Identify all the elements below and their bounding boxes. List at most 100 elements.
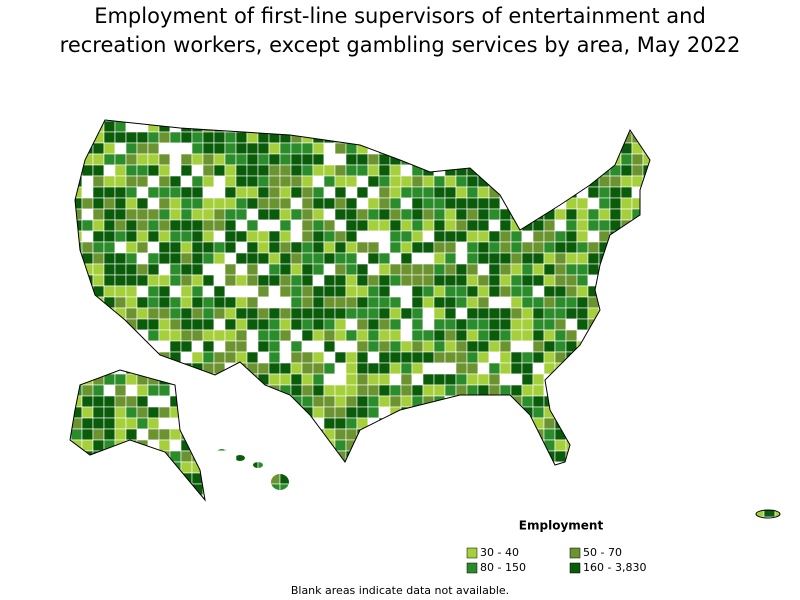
map-area <box>686 142 699 155</box>
map-area <box>114 208 127 221</box>
map-area <box>763 318 776 331</box>
map-area <box>103 131 116 144</box>
map-area <box>389 384 402 397</box>
map-area <box>136 450 149 463</box>
map-area <box>103 483 116 496</box>
map-area <box>686 153 699 166</box>
map-area <box>477 483 490 496</box>
map-area <box>499 340 512 353</box>
map-area <box>741 318 754 331</box>
map-area <box>422 505 435 518</box>
map-area <box>290 307 303 320</box>
map-area <box>510 164 523 177</box>
map-area <box>741 329 754 342</box>
map-area <box>147 274 160 287</box>
map-area <box>257 307 270 320</box>
map-area <box>576 384 589 397</box>
map-area <box>697 142 710 155</box>
map-area <box>301 285 314 298</box>
map-area <box>114 263 127 276</box>
map-area <box>697 395 710 408</box>
map-area <box>719 505 732 518</box>
map-area <box>543 120 556 133</box>
map-area <box>510 252 523 265</box>
map-area <box>378 219 391 232</box>
map-area <box>70 252 83 265</box>
map-area <box>653 296 666 309</box>
map-area <box>543 340 556 353</box>
map-area <box>576 120 589 122</box>
map-area <box>312 362 325 375</box>
map-area <box>642 395 655 408</box>
map-area <box>433 120 446 122</box>
map-area <box>598 274 611 287</box>
map-area <box>422 373 435 386</box>
map-area <box>543 274 556 287</box>
map-area <box>631 472 644 485</box>
map-area <box>741 230 754 243</box>
map-area <box>312 175 325 188</box>
map-area <box>224 351 237 364</box>
map-area <box>257 406 270 419</box>
map-area <box>235 197 248 210</box>
map-area <box>114 494 127 507</box>
map-area <box>301 384 314 397</box>
map-area <box>257 340 270 353</box>
map-area <box>477 329 490 342</box>
map-area <box>334 307 347 320</box>
map-area <box>708 241 721 254</box>
map-area <box>180 439 193 452</box>
map-area <box>554 494 567 507</box>
map-area <box>92 428 105 441</box>
map-area <box>444 417 457 430</box>
map-area <box>389 252 402 265</box>
map-area <box>169 472 182 485</box>
map-area <box>290 285 303 298</box>
map-area <box>334 252 347 265</box>
map-area <box>763 219 776 232</box>
map-area <box>576 263 589 276</box>
map-area <box>92 120 105 122</box>
map-area <box>202 384 215 397</box>
map-area <box>389 142 402 155</box>
map-area <box>213 175 226 188</box>
map-area <box>675 252 688 265</box>
map-area <box>433 263 446 276</box>
map-area <box>334 483 347 496</box>
map-area <box>455 252 468 265</box>
map-area <box>532 395 545 408</box>
map-area <box>598 175 611 188</box>
map-area <box>598 186 611 199</box>
map-area <box>411 384 424 397</box>
map-area <box>752 483 765 496</box>
map-area <box>81 461 94 474</box>
map-area <box>92 417 105 430</box>
map-area <box>697 450 710 463</box>
map-area <box>202 417 215 430</box>
map-area <box>246 439 259 452</box>
map-area <box>70 318 83 331</box>
map-area <box>499 428 512 441</box>
map-area <box>686 450 699 463</box>
map-area <box>620 373 633 386</box>
map-area <box>191 384 204 397</box>
map-area <box>334 406 347 419</box>
map-area <box>752 318 765 331</box>
map-area <box>653 428 666 441</box>
map-area <box>312 351 325 364</box>
map-area <box>334 384 347 397</box>
map-area <box>521 494 534 507</box>
map-area <box>180 120 193 133</box>
map-area <box>543 131 556 144</box>
map-area <box>752 285 765 298</box>
map-area <box>367 483 380 496</box>
map-area <box>389 219 402 232</box>
map-area <box>719 252 732 265</box>
map-area <box>334 274 347 287</box>
map-area <box>301 373 314 386</box>
map-area <box>642 384 655 397</box>
map-area <box>191 230 204 243</box>
map-area <box>422 208 435 221</box>
map-area <box>356 285 369 298</box>
map-area <box>477 373 490 386</box>
